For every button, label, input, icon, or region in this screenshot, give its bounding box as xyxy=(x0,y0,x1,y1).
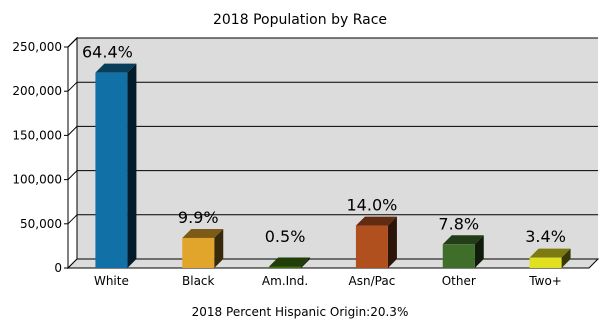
y-axis: 0 50,000 100,000 150,000 200,000 250,000 xyxy=(12,37,78,275)
plot-side-wall xyxy=(67,36,78,270)
bar-front xyxy=(355,225,388,268)
gridline-wall xyxy=(67,126,78,136)
plot-background xyxy=(77,38,598,259)
data-label: 9.9% xyxy=(178,208,219,227)
x-axis-labels: White Black Am.Ind. Asn/Pac Other Two+ xyxy=(94,274,562,288)
bar-front xyxy=(182,237,215,268)
x-tick-label: Black xyxy=(182,274,215,288)
gridline-wall xyxy=(67,170,78,180)
hispanic-origin-note: 2018 Percent Hispanic Origin:20.3% xyxy=(192,305,409,319)
y-tick-label: 250,000 xyxy=(12,40,62,54)
bar-side xyxy=(301,257,311,268)
gridline-wall xyxy=(67,214,78,225)
bar-two- xyxy=(529,248,571,268)
y-tick-label: 150,000 xyxy=(12,128,62,142)
bar-top xyxy=(529,248,571,258)
bar-white xyxy=(95,63,137,268)
bar-other xyxy=(442,235,484,268)
x-tick-label: White xyxy=(94,274,129,288)
plot-area xyxy=(66,36,600,270)
bar-asn-pac xyxy=(355,216,397,268)
bar-side xyxy=(561,248,571,268)
data-label: 3.4% xyxy=(525,227,566,246)
x-tick-label: Am.Ind. xyxy=(262,274,308,288)
bar-side xyxy=(127,63,137,268)
plot-floor xyxy=(66,258,600,269)
data-labels: 64.4% 9.9% 0.5% 14.0% 7.8% 3.4% xyxy=(82,43,566,246)
data-label: 64.4% xyxy=(82,43,133,62)
bar-side xyxy=(474,235,484,268)
bar-side xyxy=(387,216,397,268)
bar-am-ind- xyxy=(269,257,311,268)
bars xyxy=(95,63,571,268)
bar-top xyxy=(269,257,311,267)
data-label: 0.5% xyxy=(265,227,306,246)
bar-black xyxy=(182,228,224,268)
x-tick-label: Two+ xyxy=(528,274,562,288)
bar-side xyxy=(214,228,224,268)
gridline-wall xyxy=(67,81,78,92)
grid-lines xyxy=(67,37,598,225)
x-tick-label: Asn/Pac xyxy=(349,274,396,288)
bar-front xyxy=(529,257,562,268)
x-tick-label: Other xyxy=(442,274,476,288)
bar-top xyxy=(442,235,484,245)
bar-top xyxy=(182,228,224,238)
data-label: 14.0% xyxy=(347,196,398,215)
y-tick-label: 200,000 xyxy=(12,84,62,98)
bar-top xyxy=(355,216,397,226)
y-tick-label: 100,000 xyxy=(12,173,62,187)
bar-front xyxy=(95,72,128,268)
y-tick-label: 0 xyxy=(54,261,62,275)
chart-title: 2018 Population by Race xyxy=(213,12,387,28)
bar-front xyxy=(442,244,475,268)
bar-front xyxy=(269,266,302,268)
bar-top xyxy=(95,63,137,73)
y-tick-label: 50,000 xyxy=(20,217,62,231)
y-axis-top xyxy=(67,37,78,48)
data-label: 7.8% xyxy=(438,214,479,233)
